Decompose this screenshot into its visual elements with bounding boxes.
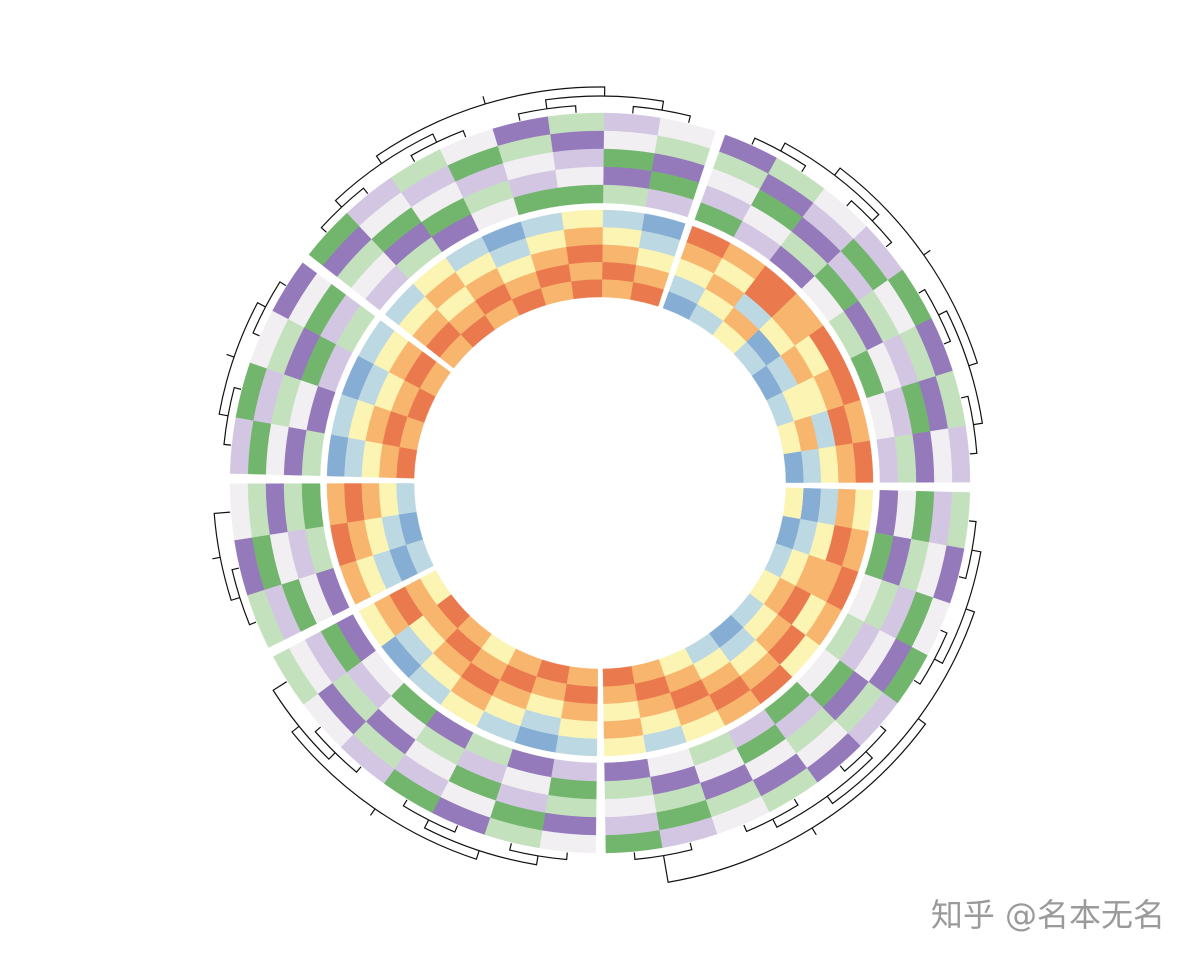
heatmap-cell xyxy=(602,262,637,283)
heatmap-cell xyxy=(571,279,603,300)
heatmap-cell xyxy=(630,282,664,307)
heatmap-cell xyxy=(336,614,376,662)
dendrogram-branch xyxy=(918,288,952,345)
heatmap-cell xyxy=(301,429,325,476)
heatmap-cell xyxy=(645,188,694,218)
heatmap-cell xyxy=(602,279,634,300)
dendrogram-branch xyxy=(291,725,480,860)
heatmap-cell xyxy=(396,446,418,479)
dendrogram-branch xyxy=(369,808,376,816)
heatmap-cell xyxy=(782,487,804,520)
heatmap-cell xyxy=(420,570,452,606)
dendrogram-branch xyxy=(231,567,257,626)
dendrogram-branch xyxy=(751,137,807,172)
heatmap-cell xyxy=(378,483,400,518)
heatmap-cell xyxy=(557,184,604,207)
heatmap-cell xyxy=(876,436,899,483)
heatmap-cell xyxy=(800,448,821,483)
dendrogram-branch xyxy=(226,353,235,358)
heatmap-cell xyxy=(566,666,598,687)
heatmap-cell xyxy=(603,184,650,208)
heatmap-cell xyxy=(604,758,651,782)
heatmap-cell xyxy=(419,361,451,397)
dendrogram-branch xyxy=(375,86,606,164)
dendrogram-branch xyxy=(402,799,459,833)
heatmap-cell xyxy=(568,262,603,282)
dendrogram-branch xyxy=(923,249,931,256)
dendrogram-branch xyxy=(212,556,221,560)
dendrogram-branch xyxy=(846,199,893,248)
dendrogram-branch xyxy=(834,167,979,367)
heatmap-cell xyxy=(566,244,604,265)
heatmap-cell xyxy=(361,483,383,520)
dendrogram-branch xyxy=(662,718,927,883)
dendrogram-branch xyxy=(334,133,438,208)
heatmap-cell xyxy=(555,166,604,189)
heatmap-cell xyxy=(301,483,324,530)
dendrogram-branch xyxy=(938,310,984,426)
heatmap-cell xyxy=(783,451,804,483)
heatmap-cell xyxy=(563,683,598,704)
dendrogram-branch xyxy=(544,95,665,111)
heatmap-cell xyxy=(602,666,635,687)
heatmap-cell xyxy=(817,446,839,483)
heatmap-cell xyxy=(336,305,376,353)
dendrogram-branch xyxy=(772,751,874,829)
heatmap-cell xyxy=(560,700,598,722)
heatmap-cell xyxy=(396,483,417,515)
dendrogram xyxy=(212,86,984,883)
heatmap-cell xyxy=(563,227,604,248)
heatmap-cell xyxy=(875,490,899,537)
heatmap-cell xyxy=(603,683,638,704)
heatmap-cell xyxy=(344,483,365,523)
watermark: 知乎 @名本无名 xyxy=(931,896,1165,934)
dendrogram-branch xyxy=(632,105,692,123)
dendrogram-branch xyxy=(508,843,568,861)
dendrogram-branch xyxy=(314,726,362,773)
dendrogram-branch xyxy=(482,96,486,105)
heatmap-cell xyxy=(561,209,604,231)
dendrogram-branch xyxy=(423,819,539,866)
dendrogram-branch xyxy=(811,827,817,836)
dendrogram-branch xyxy=(743,798,799,833)
heatmap xyxy=(229,112,971,854)
dendrogram-branch xyxy=(826,608,976,805)
heatmap-cell xyxy=(550,758,597,782)
heatmap-cell xyxy=(835,443,856,483)
heatmap-cell xyxy=(602,244,640,266)
